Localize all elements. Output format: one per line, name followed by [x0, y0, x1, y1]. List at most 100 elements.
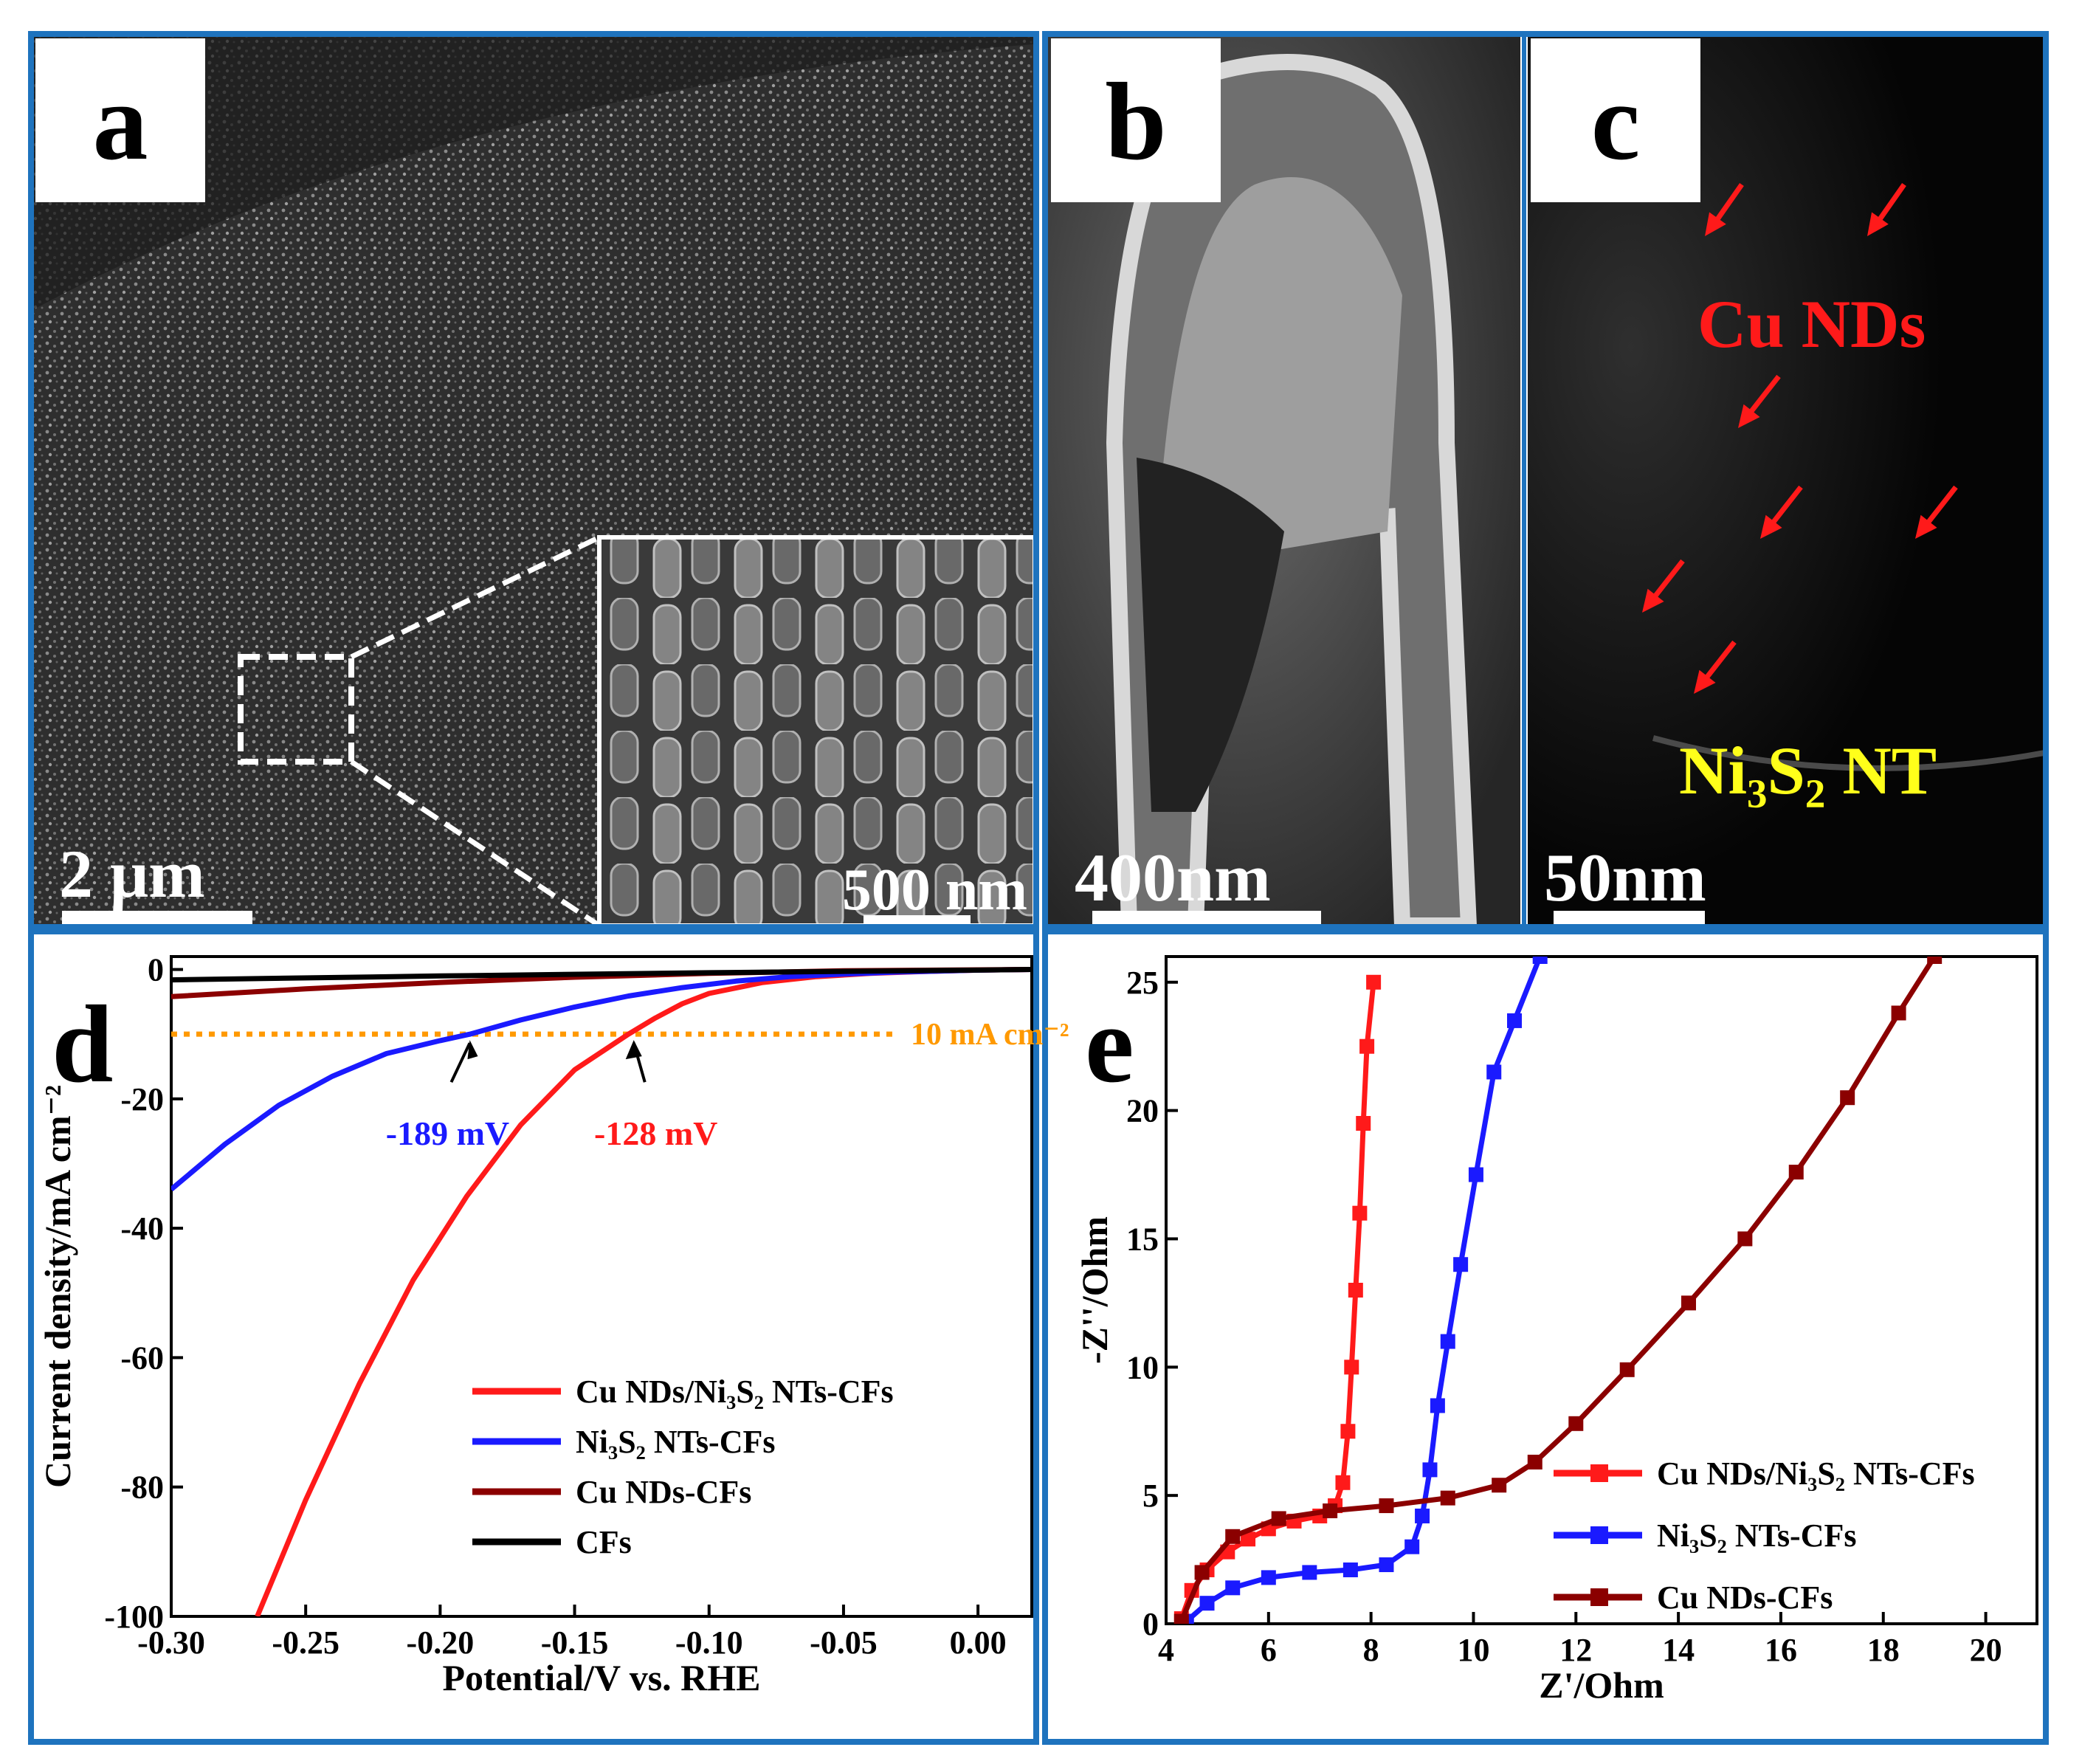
annotation-arrow	[449, 1042, 472, 1083]
series-point	[1468, 1167, 1483, 1182]
red-arrow-head	[1867, 212, 1889, 236]
red-arrow-head	[1705, 212, 1726, 236]
y-tick-label: 5	[1142, 1478, 1159, 1514]
series-point	[1225, 1580, 1241, 1596]
x-tick-label: 8	[1363, 1632, 1379, 1668]
series-point	[1619, 1362, 1635, 1377]
legend-marker	[1590, 1588, 1608, 1606]
panel-b-tube-interior	[1159, 177, 1402, 561]
series-point	[1194, 1565, 1210, 1580]
legend-marker	[1590, 1526, 1608, 1544]
panel-letter: e	[1085, 983, 1134, 1106]
x-tick-label: -0.15	[541, 1625, 609, 1661]
series-point	[1241, 1532, 1256, 1547]
panel-a-fiber-edge	[32, 35, 1033, 310]
y-axis-label: Current density/mA cm⁻²	[37, 1085, 78, 1488]
panel-letter: d	[52, 983, 113, 1106]
annotation-label: -128 mV	[594, 1114, 717, 1152]
panel-c-scale-bar	[1554, 911, 1705, 924]
x-axis-label: Z'/Ohm	[1539, 1664, 1664, 1706]
panel-e-chart: 4 6 8 10 12 14 16 18 20 0 5 10 15 20 25 Z'/Ohm -Z''/Ohm e…	[1074, 955, 2038, 1706]
x-tick-label: 4	[1158, 1632, 1174, 1668]
series-point	[1440, 1490, 1455, 1506]
reference-line-label: 10 mA cm⁻²	[911, 1018, 1069, 1052]
series-line	[1185, 957, 1542, 1624]
series-line	[171, 967, 1032, 983]
ni3s2-nt-label: Ni₃S₂ NT	[1679, 733, 1937, 808]
x-tick-label: 0.00	[950, 1625, 1007, 1661]
panel-c-tube-edge	[1652, 735, 2045, 771]
y-tick-label: -100	[104, 1599, 164, 1635]
panel-d-chart: -0.30 -0.25 -0.20 -0.15 -0.10 -0.05 0.00 0 -20 -4…	[37, 952, 1069, 1698]
series-point	[1261, 1570, 1276, 1585]
x-tick-label: 14	[1662, 1632, 1695, 1668]
legend-label: Cu NDs-CFs	[1657, 1579, 1833, 1616]
legend-label: Cu NDs/Ni₃S₂ NTs-CFs	[1657, 1455, 1975, 1492]
x-tick-label: 16	[1765, 1632, 1797, 1668]
panel-a-scale-bar-label: 2 μm	[59, 836, 205, 912]
series-point	[1840, 1090, 1855, 1106]
red-arrow-head	[1738, 404, 1760, 428]
series-point	[1415, 1508, 1430, 1523]
series-point	[1737, 1231, 1753, 1247]
cu-nds-label: Cu NDs	[1697, 286, 1926, 362]
series-point	[1271, 1511, 1286, 1526]
series-point	[1453, 1257, 1469, 1272]
plot-frame	[1165, 955, 2038, 1625]
series-point	[1302, 1565, 1317, 1580]
series-point	[1342, 1562, 1358, 1577]
x-tick-label: 20	[1970, 1632, 2002, 1668]
series-point	[1568, 1416, 1584, 1431]
series-point	[1335, 1475, 1351, 1490]
x-tick-label: -0.30	[137, 1625, 205, 1661]
panel-b-scale-bar-label: 400nm	[1075, 840, 1271, 915]
cu-nd-arrows	[1642, 182, 1958, 694]
inset-scale-bar-label: 500 nm	[842, 858, 1027, 923]
x-tick-label: 12	[1559, 1632, 1592, 1668]
series-point	[1440, 1334, 1455, 1349]
panel-b: b 400nm	[1048, 35, 1520, 934]
y-tick-label: -40	[120, 1210, 164, 1247]
series-point	[1348, 1283, 1363, 1298]
panel-c-letter-box	[1531, 38, 1700, 202]
red-arrow-head	[1915, 514, 1937, 539]
series-point	[1527, 1454, 1542, 1470]
panel-d-border	[28, 928, 1039, 1745]
x-tick-label: -0.10	[675, 1625, 743, 1661]
y-tick-label: -60	[120, 1340, 164, 1376]
panel-c-scale-bar-label: 50nm	[1544, 840, 1706, 915]
x-tick-label: 18	[1867, 1632, 1900, 1668]
legend-marker	[1590, 1464, 1608, 1482]
zoom-line-top	[350, 534, 601, 660]
series-point	[1340, 1424, 1356, 1439]
legend-label: Cu NDs/Ni₃S₂ NTs-CFs	[576, 1374, 894, 1410]
series-point	[1352, 1205, 1368, 1221]
series-point	[1430, 1398, 1445, 1413]
series-point	[1379, 1498, 1394, 1514]
y-tick-label: -20	[120, 1081, 164, 1117]
series-point	[1323, 1503, 1338, 1519]
series-point	[1507, 1013, 1522, 1028]
x-tick-label: 10	[1457, 1632, 1489, 1668]
series-point	[1366, 974, 1382, 990]
panel-b-cavity	[1137, 458, 1284, 812]
panel-c-letter: c	[1591, 61, 1641, 183]
plot-frame	[170, 955, 1033, 1618]
series-point	[1927, 957, 1943, 964]
red-arrow-head	[1760, 514, 1782, 539]
panel-a-scale-bar	[62, 911, 252, 924]
legend-label: Ni₃S₂ NTs-CFs	[1657, 1517, 1857, 1554]
series-line	[171, 967, 1032, 1192]
panel-a-border	[28, 31, 1039, 930]
series-point	[1486, 1064, 1502, 1080]
series-point	[1788, 1165, 1804, 1180]
inset-image	[597, 535, 1037, 928]
annotation-label: -189 mV	[386, 1114, 509, 1152]
panel-b-letter-box	[1051, 38, 1221, 202]
series-point	[1356, 1116, 1371, 1131]
panel-c: c Cu NDs Ni₃S₂ NT 50nm	[1528, 35, 2045, 926]
y-tick-label: 25	[1126, 965, 1159, 1001]
zoom-line-bottom	[350, 759, 601, 928]
x-tick-label: 6	[1261, 1632, 1277, 1668]
